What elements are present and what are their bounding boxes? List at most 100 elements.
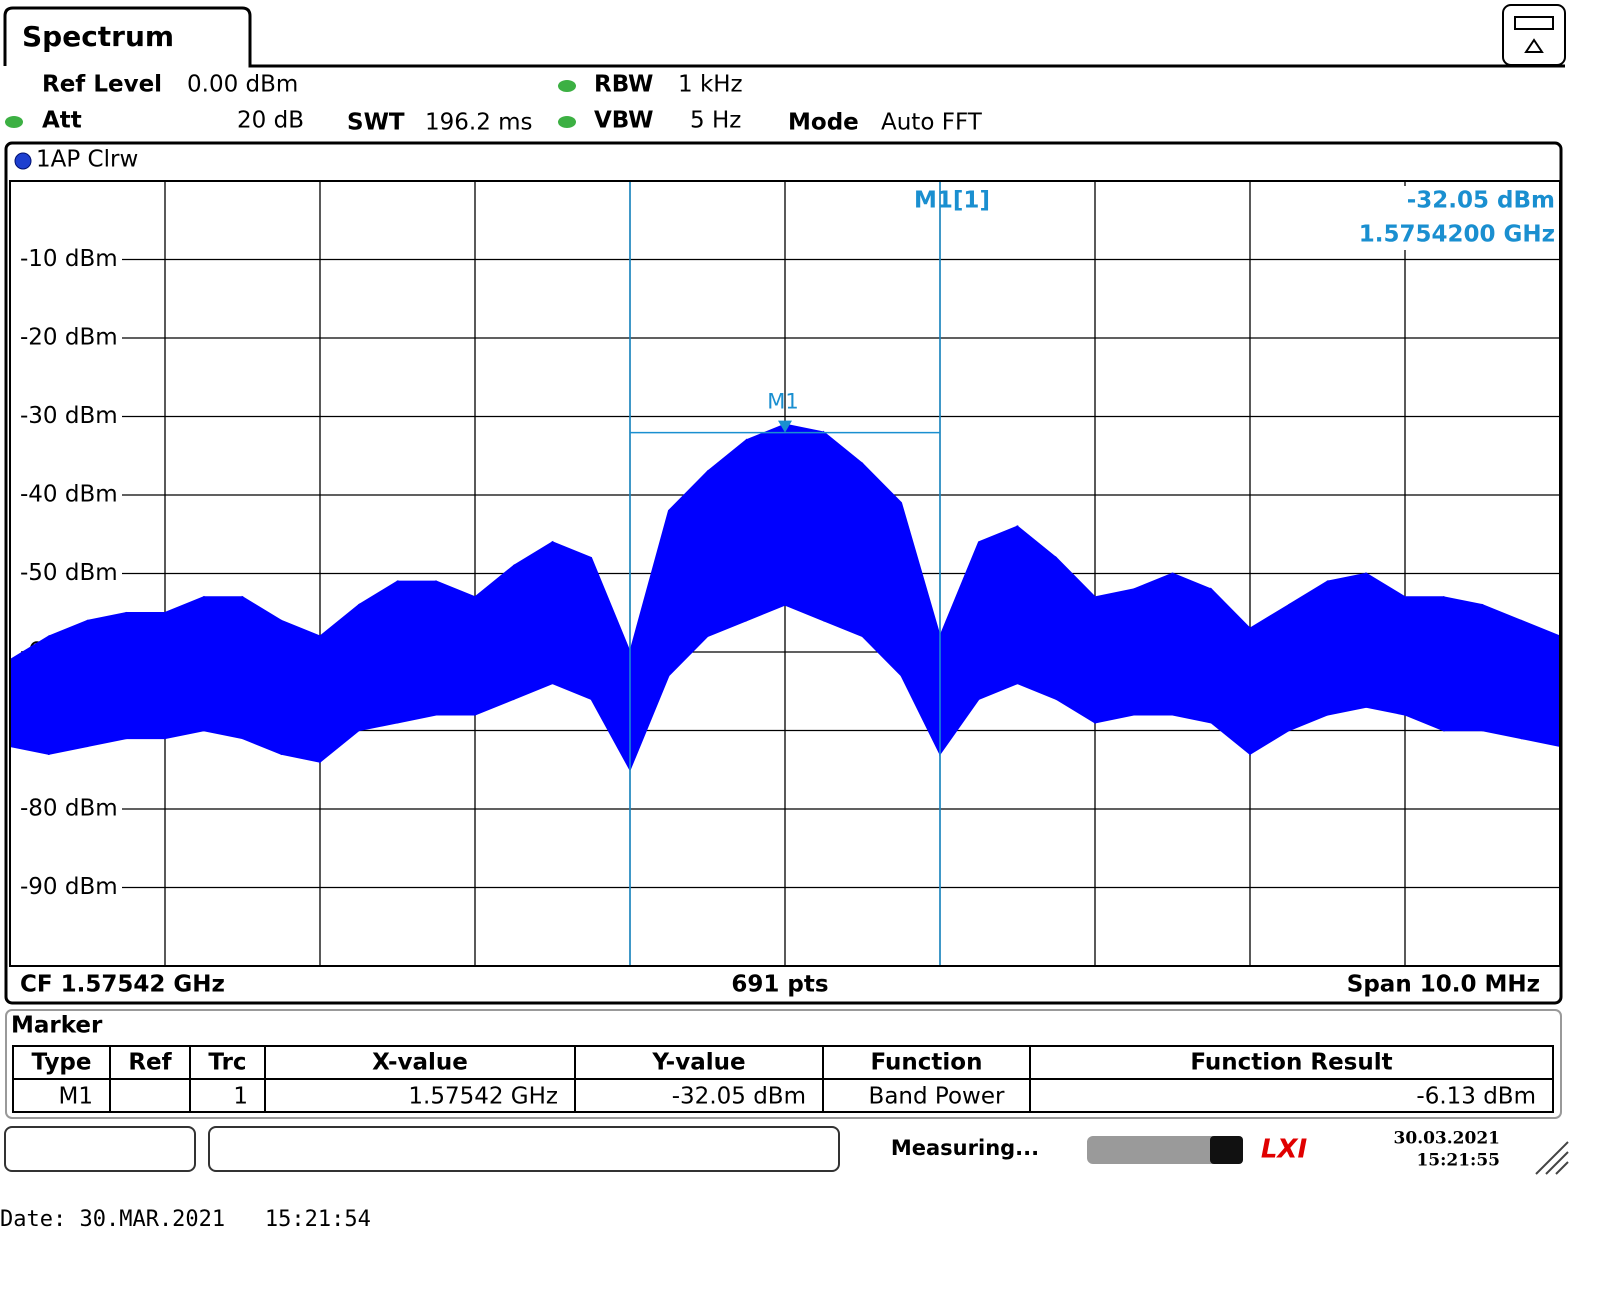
table-cell: 1 [233,1084,248,1110]
lxi-logo: LXI [1261,1135,1308,1165]
table-cell: Band Power [869,1084,1005,1110]
setting-value: 5 Hz [690,108,741,134]
trace-segment [1249,603,1290,756]
trace-segment [86,611,127,748]
trace-segment [668,469,709,678]
trace-segment [358,580,399,732]
setting-label: Att [42,108,82,134]
trace-segment [784,423,825,622]
trace-segment [1016,524,1057,701]
span: Span 10.0 MHz [1347,972,1540,998]
trace-segment [745,423,786,622]
trace-segment [9,634,50,755]
resize-grip [1535,1141,1569,1175]
trace-segment [1133,572,1174,716]
setting-label: VBW [594,108,653,134]
trace-segment [1288,580,1329,732]
center-frequency: CF 1.57542 GHz [20,972,225,998]
trace-segment [1365,572,1406,716]
trace-segment [551,540,592,701]
progress-fill [1210,1136,1243,1164]
setting-value: Auto FFT [881,110,983,136]
trace-segment [396,580,437,724]
trace-indicator [14,152,32,170]
setting-label: Ref Level [42,72,162,98]
icon-part [1524,38,1544,53]
column-header: Function Result [1190,1050,1392,1076]
marker-table-frame [5,1009,1562,1119]
points: 691 pts [731,972,828,998]
tab-frame [3,6,1565,68]
trace-segment [474,564,515,716]
trace-segment [241,595,282,756]
column-header: Function [870,1050,982,1076]
trace-label: 1AP Clrw [36,147,138,173]
setting-label: SWT [347,110,405,136]
trace-segment [280,619,321,763]
column-header: Type [31,1050,91,1076]
trace-segment [1443,596,1484,732]
trace-segment [1520,619,1561,748]
y-tick-label: -50 dBm [20,560,118,586]
trace-segment [1481,603,1522,740]
plot-frame [9,180,1561,967]
trace-segment [978,525,1019,701]
softkey[interactable] [4,1126,196,1172]
status-led [558,80,576,92]
marker-readout-frequency: 1.5754200 GHz [1359,222,1555,248]
y-tick-label: -10 dBm [20,246,118,272]
column-header: Ref [128,1050,172,1076]
y-tick-label: -90 dBm [20,874,118,900]
window-icon[interactable] [1502,4,1566,66]
trace-segment [435,580,476,716]
trace-segment [1055,555,1096,724]
clock-time: 15:21:55 [1416,1151,1500,1171]
trace-segment [48,619,89,755]
y-tick-label: -80 dBm [20,796,118,822]
trace-segment [1326,572,1367,716]
status-text: Measuring... [891,1136,1039,1160]
trace-segment [1094,588,1135,724]
trace-segment [1210,587,1251,756]
marker-readout-value: -32.05 dBm [1407,188,1555,214]
column-header: X-value [372,1050,468,1076]
setting-label: Mode [788,110,859,136]
column-header: Trc [208,1050,246,1076]
setting-value: 0.00 dBm [187,72,298,98]
y-tick-label: -20 dBm [20,325,118,351]
marker-label: M1 [767,390,798,414]
status-led [5,116,23,128]
print-date: Date: 30.MAR.2021 15:21:54 [0,1207,371,1232]
trace-segment [319,603,360,764]
input-field[interactable] [208,1126,840,1172]
trace-segment [1404,596,1445,732]
trace-segment [1171,572,1212,724]
setting-value: 1 kHz [678,72,743,98]
plot: -10 dBm-20 dBm-30 dBm-40 dBm-50 dBm-60 d… [9,181,1561,966]
trace-segment [513,540,554,701]
icon-part [1514,16,1554,30]
setting-value: 196.2 ms [425,110,533,136]
progress-bar [1087,1136,1243,1164]
clock-date: 30.03.2021 [1394,1129,1500,1149]
trace-segment [125,612,166,740]
trace-segment [590,557,631,771]
readout-backdrop [1335,186,1558,250]
marker-readout-name: M1[1] [914,188,990,214]
table-cell: -32.05 dBm [672,1084,806,1110]
trace-segment [823,430,864,638]
marker [778,420,792,433]
table-cell: -6.13 dBm [1416,1084,1536,1110]
table-cell: 1.57542 GHz [408,1084,558,1110]
trace-segment [164,595,205,740]
marker-table: Type Ref Trc X-value Y-value Function Function… [12,1045,1554,1113]
y-tick-label: -30 dBm [20,403,118,429]
setting-value: 20 dB [237,108,304,134]
table-cell: M1 [59,1084,93,1110]
column-header: Y-value [651,1050,745,1076]
y-tick-label: -40 dBm [20,482,118,508]
trace-segment [706,438,747,638]
marker-table-title: Marker [11,1013,103,1039]
